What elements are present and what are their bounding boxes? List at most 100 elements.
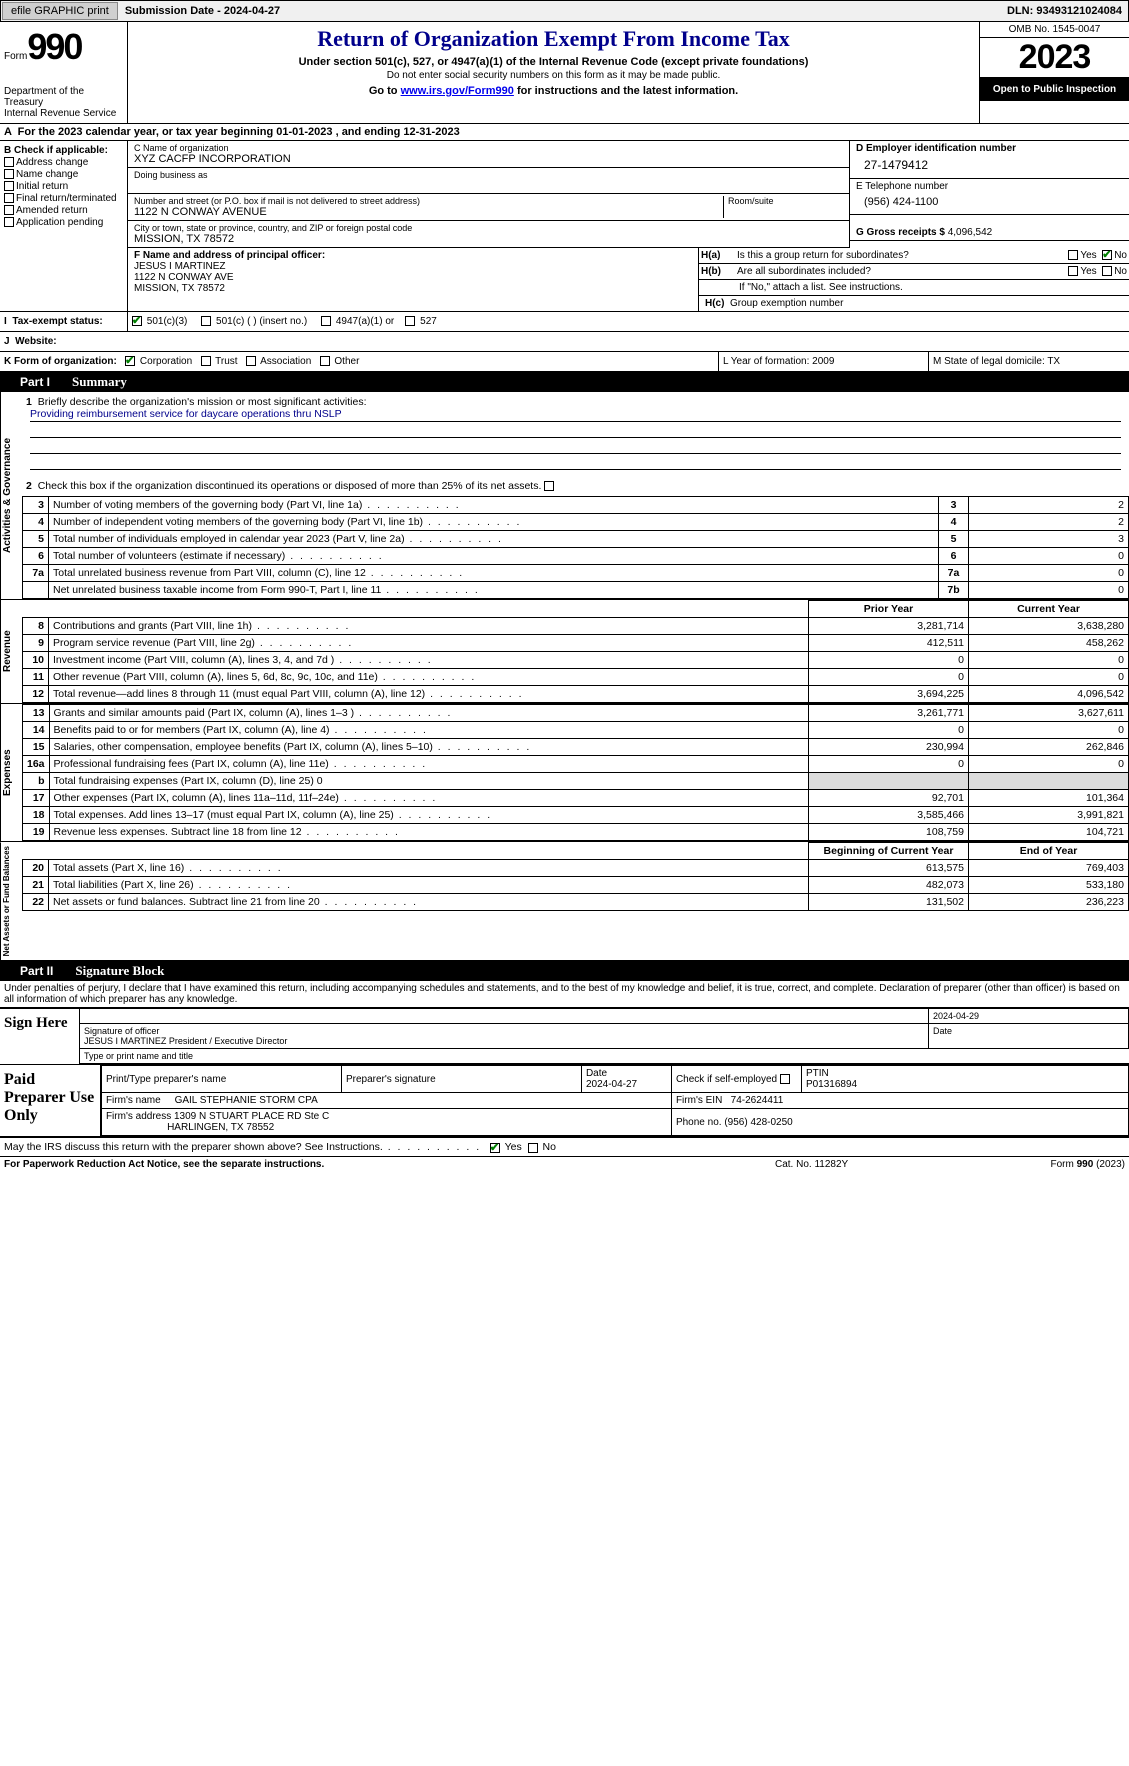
checkbox-discontinued[interactable] [544, 481, 554, 491]
penalty-statement: Under penalties of perjury, I declare th… [0, 981, 1129, 1008]
form-note: Do not enter social security numbers on … [134, 70, 973, 81]
sign-here-block: Sign Here 2024-04-29 Signature of office… [0, 1008, 1129, 1064]
line-num [23, 582, 49, 599]
line-box: 3 [939, 497, 969, 514]
prior-val [809, 773, 969, 790]
mission-text: Providing reimbursement service for dayc… [30, 408, 1121, 422]
checkbox-501c3[interactable] [132, 316, 142, 326]
checkbox-hb-no[interactable] [1102, 266, 1112, 276]
line-num: 14 [23, 722, 50, 739]
officer-addr1: 1122 N CONWAY AVE [134, 272, 692, 283]
line-desc: Salaries, other compensation, employee b… [49, 739, 808, 756]
section-i: I Tax-exempt status: 501(c)(3) 501(c) ( … [0, 311, 1129, 331]
section-klm: K Form of organization: Corporation Trus… [0, 352, 1129, 372]
checkbox-final-return[interactable] [4, 193, 14, 203]
line-num: 3 [23, 497, 49, 514]
checkbox-app-pending[interactable] [4, 217, 14, 227]
checkbox-name-change[interactable] [4, 169, 14, 179]
line-num: 19 [23, 824, 50, 841]
current-val: 0 [969, 669, 1129, 686]
checkbox-ha-no[interactable] [1102, 250, 1112, 260]
current-val: 0 [969, 756, 1129, 773]
prior-val: 3,694,225 [809, 686, 969, 703]
prior-val: 412,511 [809, 635, 969, 652]
governance-section: Activities & Governance 1 Briefly descri… [0, 392, 1129, 599]
public-inspection: Open to Public Inspection [980, 78, 1129, 101]
checkbox-assoc[interactable] [246, 356, 256, 366]
ein: 27-1479412 [856, 154, 1123, 176]
line-desc: Net unrelated business taxable income fr… [49, 582, 939, 599]
line-desc: Other revenue (Part VIII, column (A), li… [49, 669, 809, 686]
line-desc: Total number of volunteers (estimate if … [49, 548, 939, 565]
omb-number: OMB No. 1545-0047 [980, 22, 1129, 38]
form-title: Return of Organization Exempt From Incom… [134, 26, 973, 52]
efile-button[interactable]: efile GRAPHIC print [2, 2, 118, 20]
begin-val: 613,575 [809, 860, 969, 877]
preparer-date: 2024-04-27 [586, 1079, 637, 1090]
firm-phone: (956) 428-0250 [724, 1117, 792, 1128]
form-prefix: Form [4, 51, 27, 62]
checkbox-hb-yes[interactable] [1068, 266, 1078, 276]
line-desc: Total revenue—add lines 8 through 11 (mu… [49, 686, 809, 703]
form-number: 990 [27, 26, 81, 67]
checkbox-corp[interactable] [125, 356, 135, 366]
checkbox-discuss-yes[interactable] [490, 1143, 500, 1153]
line-val: 2 [969, 497, 1129, 514]
sign-date: 2024-04-29 [929, 1009, 1129, 1023]
checkbox-501c[interactable] [201, 316, 211, 326]
checkbox-527[interactable] [405, 316, 415, 326]
checkbox-self-employed[interactable] [780, 1074, 790, 1084]
checkbox-address-change[interactable] [4, 157, 14, 167]
netassets-section: Net Assets or Fund Balances Beginning of… [0, 841, 1129, 961]
firm-ein: 74-2624411 [731, 1095, 784, 1106]
irs-link[interactable]: www.irs.gov/Form990 [401, 85, 514, 97]
prior-val: 3,585,466 [809, 807, 969, 824]
current-val [969, 773, 1129, 790]
prior-val: 0 [809, 669, 969, 686]
expenses-table: 13 Grants and similar amounts paid (Part… [22, 704, 1129, 841]
checkbox-amended[interactable] [4, 205, 14, 215]
end-val: 769,403 [969, 860, 1129, 877]
checkbox-4947[interactable] [321, 316, 331, 326]
org-name: XYZ CACFP INCORPORATION [134, 153, 843, 165]
revenue-table: Prior YearCurrent Year8 Contributions an… [22, 600, 1129, 703]
prior-val: 3,281,714 [809, 618, 969, 635]
line-num: 11 [23, 669, 49, 686]
checkbox-initial-return[interactable] [4, 181, 14, 191]
line-num: 21 [23, 877, 49, 894]
line-desc: Contributions and grants (Part VIII, lin… [49, 618, 809, 635]
line-box: 6 [939, 548, 969, 565]
line-desc: Total liabilities (Part X, line 26) [49, 877, 809, 894]
line-val: 0 [969, 548, 1129, 565]
paid-preparer-block: Paid Preparer Use Only Print/Type prepar… [0, 1064, 1129, 1138]
prior-val: 3,261,771 [809, 705, 969, 722]
org-street: 1122 N CONWAY AVENUE [134, 206, 723, 218]
begin-val: 482,073 [809, 877, 969, 894]
checkbox-ha-yes[interactable] [1068, 250, 1078, 260]
current-val: 101,364 [969, 790, 1129, 807]
begin-val: 131,502 [809, 894, 969, 911]
entity-block: B Check if applicable: Address change Na… [0, 141, 1129, 248]
current-val: 4,096,542 [969, 686, 1129, 703]
line-val: 3 [969, 531, 1129, 548]
tax-year: 2023 [980, 38, 1129, 78]
line-num: 10 [23, 652, 49, 669]
current-val: 3,991,821 [969, 807, 1129, 824]
checkbox-trust[interactable] [201, 356, 211, 366]
revenue-section: Revenue Prior YearCurrent Year8 Contribu… [0, 599, 1129, 703]
checkbox-other[interactable] [320, 356, 330, 366]
line-desc: Professional fundraising fees (Part IX, … [49, 756, 808, 773]
current-val: 262,846 [969, 739, 1129, 756]
section-b: B Check if applicable: Address change Na… [0, 141, 128, 248]
ptin: P01316894 [806, 1079, 857, 1090]
checkbox-discuss-no[interactable] [528, 1143, 538, 1153]
line-num: 16a [23, 756, 50, 773]
line-desc: Number of independent voting members of … [49, 514, 939, 531]
line-desc: Other expenses (Part IX, column (A), lin… [49, 790, 808, 807]
phone: (956) 424-1100 [856, 192, 1123, 212]
org-city: MISSION, TX 78572 [134, 233, 843, 245]
line-desc: Total fundraising expenses (Part IX, col… [49, 773, 808, 790]
prior-val: 230,994 [809, 739, 969, 756]
current-val: 0 [969, 722, 1129, 739]
prior-val: 0 [809, 652, 969, 669]
